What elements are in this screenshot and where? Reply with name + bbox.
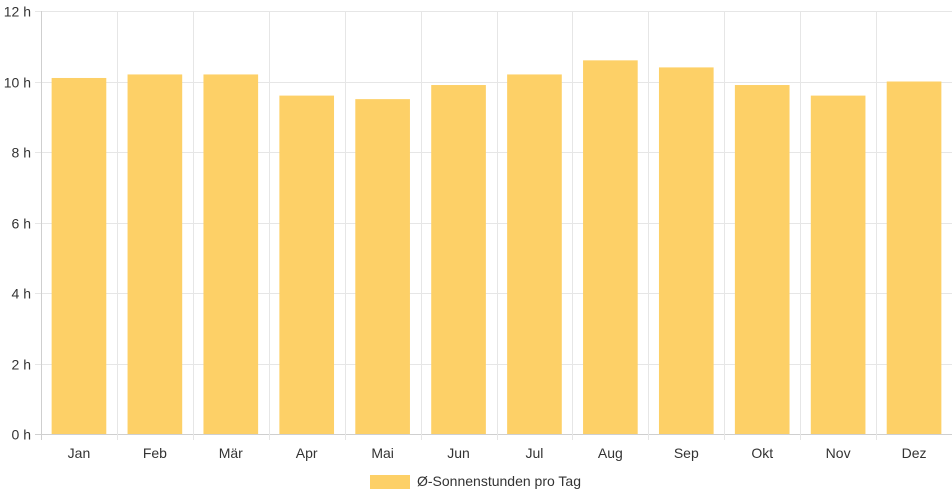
legend-label: Ø-Sonnenstunden pro Tag [417, 473, 581, 489]
x-tick-label: Mär [219, 445, 243, 461]
x-tick-label: Sep [674, 445, 699, 461]
y-tick-label: 2 h [12, 357, 31, 373]
legend-swatch [370, 475, 410, 489]
bar-dez[interactable] [886, 81, 942, 435]
y-tick-label: 8 h [12, 145, 31, 161]
y-axis-ticks: 0 h 2 h 4 h 6 h 8 h 10 h 12 h [4, 4, 31, 443]
x-tick-label: Dez [902, 445, 927, 461]
x-tick-label: Feb [143, 445, 167, 461]
x-tick-label: Jul [526, 445, 544, 461]
y-tick-label: 6 h [12, 216, 31, 232]
x-tick-label: Jun [447, 445, 470, 461]
bars-group [51, 60, 942, 435]
x-axis-ticks: Jan Feb Mär Apr Mai Jun Jul Aug Sep Okt Nov Dez [68, 445, 927, 461]
legend[interactable]: Ø-Sonnenstunden pro Tag [370, 473, 581, 489]
y-tick-label: 0 h [12, 427, 31, 443]
x-tick-label: Apr [296, 445, 318, 461]
bar-nov[interactable] [810, 95, 866, 434]
x-tick-label: Jan [68, 445, 91, 461]
x-tick-label: Nov [826, 445, 851, 461]
x-tick-label: Aug [598, 445, 623, 461]
y-tick-label: 4 h [12, 286, 31, 302]
bar-apr[interactable] [279, 95, 335, 434]
x-tick-label: Mai [371, 445, 394, 461]
bar-jul[interactable] [507, 74, 562, 434]
y-tick-label: 10 h [4, 75, 31, 91]
bar-sep[interactable] [658, 67, 714, 435]
x-tick-label: Okt [751, 445, 773, 461]
grid-lines [35, 11, 952, 440]
bar-mai[interactable] [355, 99, 410, 434]
bar-jan[interactable] [51, 77, 107, 434]
bar-aug[interactable] [583, 60, 638, 434]
bar-jun[interactable] [431, 85, 486, 435]
bar-okt[interactable] [734, 85, 790, 435]
bar-feb[interactable] [127, 74, 183, 434]
bar-mär[interactable] [203, 74, 259, 434]
y-tick-label: 12 h [4, 4, 31, 20]
